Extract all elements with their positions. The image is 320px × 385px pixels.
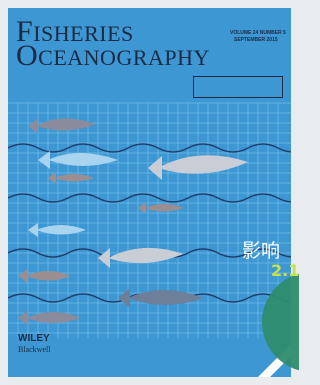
fish — [28, 223, 86, 237]
fish — [48, 172, 94, 184]
illustration — [8, 8, 291, 377]
fish — [18, 310, 81, 326]
journal-card: FISHERIES OCEANOGRAPHY VOLUME 24 NUMBER … — [0, 0, 299, 385]
publisher: WILEY — [18, 333, 50, 344]
fish — [18, 269, 71, 283]
fish-group — [18, 118, 248, 326]
fish — [98, 248, 183, 268]
journal-cover: FISHERIES OCEANOGRAPHY VOLUME 24 NUMBER … — [8, 8, 291, 377]
wave — [8, 194, 291, 202]
impact-value: 2.1 — [271, 261, 299, 280]
imprint: Blackwell — [18, 345, 50, 354]
wave — [8, 144, 291, 152]
fish — [138, 202, 184, 214]
impact-label: 影响 — [242, 236, 280, 263]
fish — [118, 288, 203, 308]
